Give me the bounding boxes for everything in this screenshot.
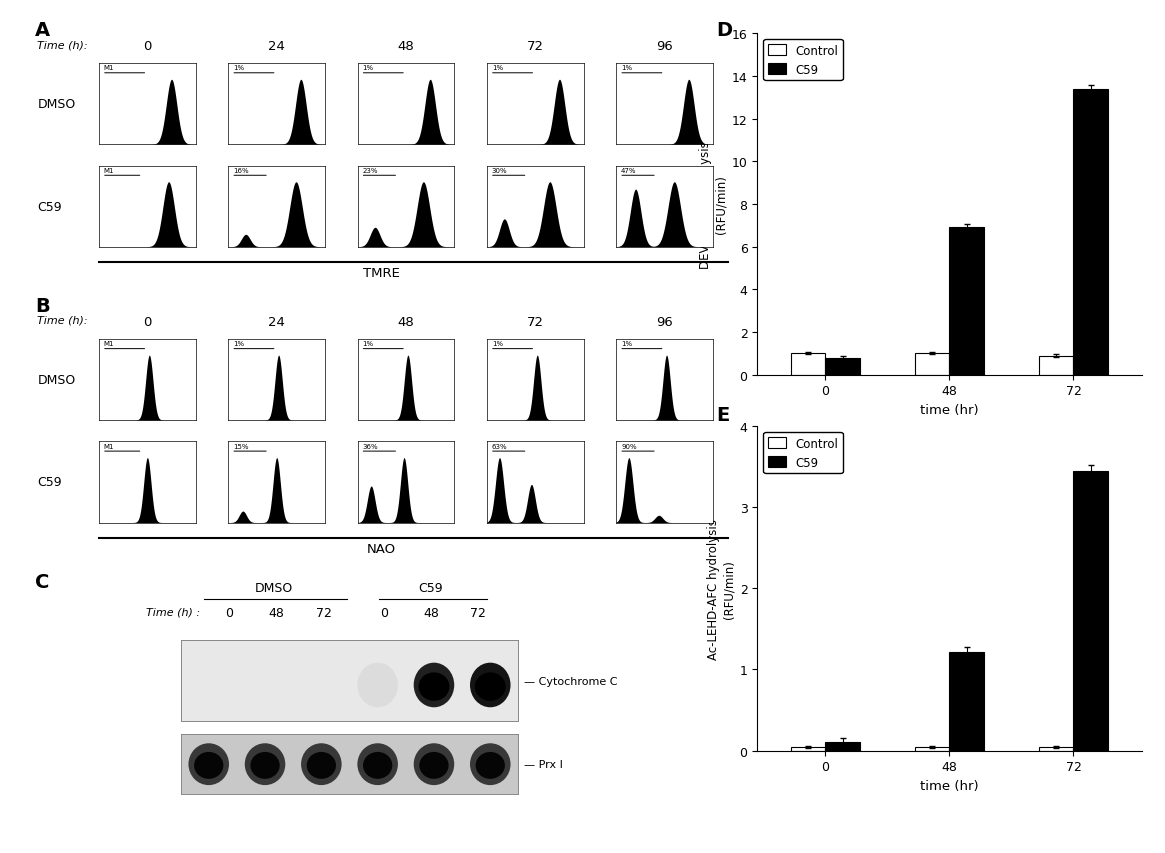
Text: — Prx I: — Prx I: [524, 759, 563, 769]
X-axis label: time (hr): time (hr): [920, 403, 979, 416]
Text: 0: 0: [381, 606, 388, 619]
Ellipse shape: [195, 752, 224, 779]
Text: 48: 48: [397, 316, 415, 328]
Ellipse shape: [475, 673, 506, 701]
Bar: [1039, 356, 1073, 375]
Text: DMSO: DMSO: [255, 581, 292, 594]
Text: 1%: 1%: [362, 66, 374, 72]
Ellipse shape: [358, 744, 398, 786]
Text: A: A: [35, 21, 50, 40]
Text: 24: 24: [268, 40, 285, 53]
Text: 96: 96: [656, 316, 673, 328]
Bar: [1073, 471, 1108, 751]
Bar: [791, 354, 826, 375]
Text: 63%: 63%: [492, 444, 508, 450]
Text: Time (h):: Time (h):: [37, 316, 87, 326]
Text: 30%: 30%: [492, 168, 508, 174]
Text: 1%: 1%: [621, 66, 633, 72]
Text: D: D: [716, 21, 733, 40]
Ellipse shape: [250, 752, 280, 779]
Text: 0: 0: [143, 40, 151, 53]
Text: 0: 0: [143, 316, 151, 328]
Ellipse shape: [245, 744, 285, 786]
Ellipse shape: [414, 663, 454, 707]
Text: C: C: [35, 572, 49, 591]
Text: 1%: 1%: [621, 341, 633, 347]
Ellipse shape: [306, 752, 336, 779]
Text: 15%: 15%: [233, 444, 248, 450]
Text: 1%: 1%: [233, 341, 245, 347]
Ellipse shape: [469, 744, 510, 786]
Bar: [791, 747, 826, 751]
Bar: [1039, 747, 1073, 751]
Bar: [949, 652, 984, 751]
Text: 16%: 16%: [233, 168, 249, 174]
Text: 0: 0: [226, 606, 233, 619]
Text: NAO: NAO: [367, 543, 396, 555]
Ellipse shape: [301, 744, 341, 786]
Ellipse shape: [363, 752, 393, 779]
Ellipse shape: [475, 752, 504, 779]
Y-axis label: DEVD-AMC hydrolysis
(RFU/min): DEVD-AMC hydrolysis (RFU/min): [699, 141, 727, 269]
Text: 48: 48: [397, 40, 415, 53]
Text: DMSO: DMSO: [37, 98, 76, 111]
Bar: [826, 742, 860, 751]
Text: 24: 24: [268, 316, 285, 328]
Legend: Control, C59: Control, C59: [763, 432, 842, 473]
Ellipse shape: [419, 752, 449, 779]
Text: 1%: 1%: [492, 341, 503, 347]
Text: — Cytochrome C: — Cytochrome C: [524, 676, 617, 686]
Text: 36%: 36%: [362, 444, 379, 450]
Ellipse shape: [418, 673, 450, 701]
Text: 72: 72: [527, 40, 544, 53]
Text: E: E: [716, 405, 729, 424]
Y-axis label: Ac-LEHD-AFC hydrolysis
(RFU/min): Ac-LEHD-AFC hydrolysis (RFU/min): [707, 519, 735, 659]
Text: M1: M1: [104, 168, 114, 174]
Text: 72: 72: [527, 316, 544, 328]
Text: 1%: 1%: [233, 66, 245, 72]
Text: B: B: [35, 297, 50, 316]
X-axis label: time (hr): time (hr): [920, 779, 979, 792]
Text: 48: 48: [268, 606, 284, 619]
Text: C59: C59: [418, 581, 444, 594]
Text: DMSO: DMSO: [37, 374, 76, 386]
Bar: [826, 358, 860, 375]
Text: 47%: 47%: [621, 168, 636, 174]
Text: 48: 48: [423, 606, 439, 619]
Text: 96: 96: [656, 40, 673, 53]
Ellipse shape: [414, 744, 454, 786]
Text: 23%: 23%: [362, 168, 377, 174]
Text: Time (h):: Time (h):: [37, 40, 87, 50]
Ellipse shape: [469, 663, 510, 707]
Text: M1: M1: [104, 444, 114, 450]
Text: M1: M1: [104, 66, 114, 72]
Text: C59: C59: [37, 476, 62, 489]
Text: 1%: 1%: [492, 66, 503, 72]
Text: M1: M1: [104, 341, 114, 347]
Legend: Control, C59: Control, C59: [763, 40, 842, 81]
Text: C59: C59: [37, 200, 62, 213]
Text: TMRE: TMRE: [363, 267, 400, 280]
Text: 1%: 1%: [362, 341, 374, 347]
Ellipse shape: [189, 744, 230, 786]
Bar: [949, 228, 984, 375]
Text: 72: 72: [469, 606, 486, 619]
Text: 72: 72: [316, 606, 332, 619]
Bar: [915, 747, 949, 751]
Text: 90%: 90%: [621, 444, 637, 450]
Bar: [1073, 90, 1108, 375]
Ellipse shape: [358, 663, 398, 707]
Bar: [915, 354, 949, 375]
Text: Time (h) :: Time (h) :: [146, 606, 199, 617]
